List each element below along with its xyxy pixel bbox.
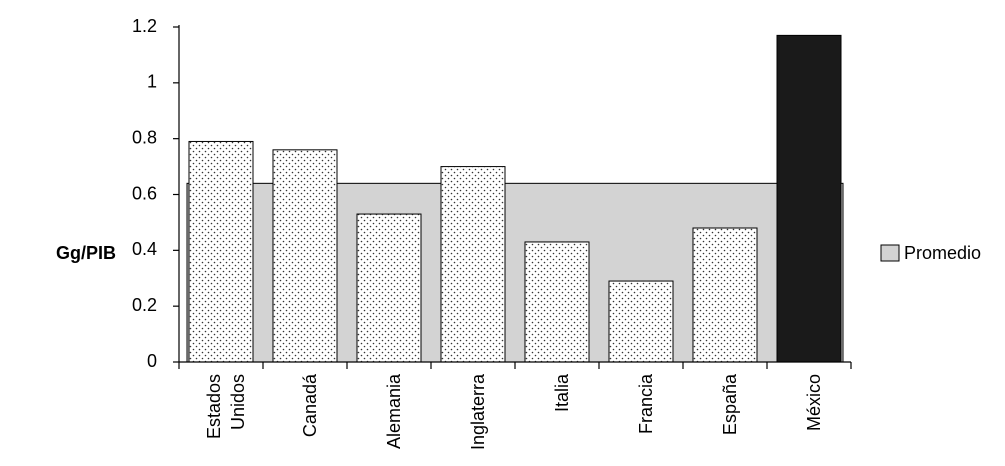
x-tick-label: Francia (636, 373, 656, 434)
bar-estados-unidos (188, 140, 254, 363)
x-tick-label: Inglaterra (468, 373, 488, 450)
bar-españa (692, 227, 758, 363)
y-tick-label: 0.6 (132, 183, 157, 203)
y-tick-label: 0.2 (132, 295, 157, 315)
y-tick-label: 0.4 (132, 239, 157, 259)
x-tick-label-group: Canadá (300, 373, 320, 437)
y-axis-label: Gg/PIB (56, 243, 116, 263)
x-tick-label: México (804, 374, 824, 431)
x-tick-label: Canadá (300, 373, 320, 437)
y-tick-label: 0 (147, 351, 157, 371)
bar-méxico (776, 34, 842, 363)
bar-francia (608, 280, 674, 363)
bar-alemania (356, 213, 422, 363)
y-tick-label: 1 (147, 72, 157, 92)
x-tick-label-group: Inglaterra (468, 373, 488, 450)
x-tick-labels: Estados Unidos Canadá Alemania Inglaterra Ita… (204, 373, 824, 450)
axes-layer (173, 25, 852, 369)
x-tick-label: Alemania (384, 373, 404, 449)
x-tick-label: Unidos (228, 374, 248, 430)
bar-canadá (272, 149, 338, 363)
x-tick-label-group: Estados Unidos (204, 374, 248, 439)
bar-italia (524, 241, 590, 363)
y-tick-labels: 0 0.2 0.4 0.6 0.8 1 1.2 (132, 16, 157, 371)
y-tick-label: 1.2 (132, 16, 157, 36)
x-tick-label: Estados (204, 374, 224, 439)
legend: Promedio (880, 243, 981, 263)
x-tick-label-group: Francia (636, 373, 656, 434)
bars-layer (188, 34, 842, 363)
legend-label-promedio: Promedio (904, 243, 981, 263)
x-tick-label-group: Italia (552, 373, 572, 412)
x-tick-label-group: Alemania (384, 373, 404, 449)
x-tick-label-group: España (720, 373, 740, 435)
x-tick-label: Italia (552, 373, 572, 412)
x-tick-label: España (720, 373, 740, 435)
bar-inglaterra (440, 166, 506, 363)
legend-swatch-promedio (880, 244, 900, 262)
y-tick-label: 0.8 (132, 127, 157, 147)
x-tick-label-group: México (804, 374, 824, 431)
